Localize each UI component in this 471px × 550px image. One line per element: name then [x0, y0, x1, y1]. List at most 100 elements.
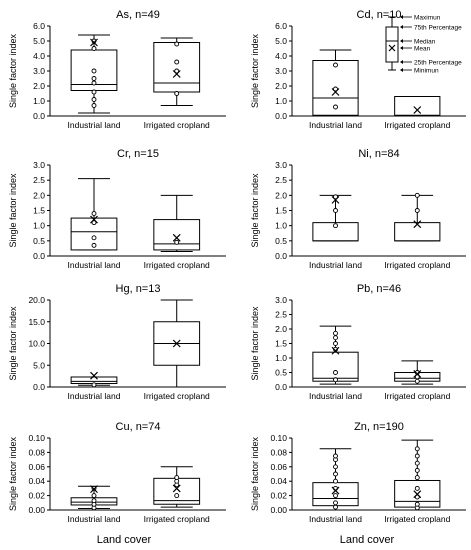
mean-stroke — [90, 38, 98, 47]
outlier-point — [333, 471, 338, 477]
panel-6: Cu, n=74 Single factor index 0.00 0.02 0.04 0… — [8, 421, 226, 524]
mean-stroke — [90, 371, 98, 380]
outlier-point — [174, 493, 180, 499]
y-tick-label: 0.04 — [270, 476, 287, 486]
y-axis-label: Single factor index — [250, 33, 260, 108]
box-industrial-land — [70, 178, 118, 251]
legend-arrow-head — [400, 68, 403, 72]
outlier-point — [414, 208, 420, 213]
box-industrial-land — [312, 194, 359, 242]
legend-arrow-head — [400, 15, 403, 19]
y-tick-label: 0.08 — [28, 447, 45, 457]
outlier-point — [414, 501, 420, 507]
legend-label: Median — [414, 39, 436, 46]
outlier-point — [91, 382, 97, 388]
y-tick-label: 20.0 — [28, 295, 45, 305]
y-tick-label: 1.0 — [275, 353, 287, 363]
x-tick-label: Irrigated cropland — [144, 514, 210, 524]
legend-arrow-head — [400, 39, 403, 43]
panel-title: Pb, n=46 — [357, 283, 401, 295]
outlier-point — [91, 103, 97, 108]
outlier-point — [414, 446, 420, 452]
outlier-point — [91, 493, 97, 499]
y-tick-label: 6.0 — [275, 21, 287, 31]
outlier-point — [333, 208, 338, 213]
y-tick-label: 2.0 — [33, 190, 45, 200]
outlier-point — [91, 76, 97, 81]
outlier-point — [91, 220, 97, 226]
y-axis-label: Single factor index — [8, 173, 18, 248]
y-axis-label: Single factor index — [8, 306, 18, 381]
mean-marker — [90, 485, 98, 494]
legend-box — [385, 26, 399, 63]
y-tick-label: 3.0 — [275, 66, 287, 76]
mean-stroke — [172, 484, 181, 493]
y-axis-label: Single factor index — [250, 306, 260, 381]
outlier-point — [414, 494, 420, 500]
y-axis-label: Single factor index — [8, 436, 18, 511]
outlier-point — [333, 464, 338, 470]
panel-1: Cd, n=10 Single factor index 0.0 1.0 2.0 3.0 4… — [250, 9, 466, 130]
y-tick-label: 0.08 — [270, 447, 287, 457]
mean-stroke — [413, 106, 422, 114]
iqr-box — [153, 219, 201, 251]
mean-stroke — [331, 195, 340, 204]
mean-marker — [331, 486, 340, 495]
mean-marker — [331, 88, 340, 96]
y-tick-label: 6.0 — [33, 21, 45, 31]
y-tick-label: 1.5 — [275, 206, 287, 216]
panel-title: Ni, n=84 — [358, 148, 399, 160]
outlier-point — [333, 62, 338, 68]
y-tick-label: 5.0 — [275, 36, 287, 46]
mean-stroke — [172, 339, 181, 348]
legend-label: Minimun — [414, 68, 439, 75]
outlier-point — [333, 370, 338, 375]
box-irrigated-cropland — [394, 439, 441, 511]
x-tick-label: Irrigated cropland — [144, 120, 210, 130]
outlier-point — [91, 211, 97, 216]
y-tick-label: 3.0 — [275, 295, 287, 305]
y-tick-label: 0.02 — [28, 491, 45, 501]
panel-5: Pb, n=46 Single factor index 0.0 0.5 1.0 1.5 2… — [250, 283, 466, 401]
outlier-point — [414, 475, 420, 481]
x-tick-label: Irrigated cropland — [384, 391, 450, 401]
x-tick-label: Irrigated cropland — [384, 260, 450, 270]
y-tick-label: 3.0 — [33, 66, 45, 76]
panel-3: Ni, n=84 Single factor index 0.0 0.5 1.0 1.5 2… — [250, 148, 466, 270]
panel-4: Hg, n=13 Single factor index 0.0 5.0 10.0 15.… — [8, 283, 226, 401]
y-tick-label: 0.0 — [275, 251, 287, 261]
box-irrigated-cropland — [394, 360, 441, 385]
y-tick-label: 0.5 — [275, 236, 287, 246]
x-tick-label: Industrial land — [309, 391, 362, 401]
box-industrial-land — [70, 371, 118, 388]
mean-marker — [331, 195, 340, 204]
mean-stroke — [172, 233, 181, 242]
xlabel-left: Land cover — [97, 534, 152, 546]
y-tick-label: 0.06 — [28, 462, 45, 472]
y-tick-label: 2.0 — [275, 324, 287, 334]
y-tick-label: 0.0 — [275, 111, 287, 121]
outlier-point — [174, 475, 180, 481]
y-tick-label: 0.10 — [28, 433, 45, 443]
iqr-box — [153, 42, 201, 93]
y-tick-label: 0.10 — [270, 433, 287, 443]
outlier-point — [333, 330, 338, 336]
box-irrigated-cropland — [153, 299, 201, 388]
outlier-point — [333, 453, 338, 459]
outlier-point — [91, 89, 97, 95]
legend-label: Maximun — [414, 15, 441, 22]
y-axis-label: Single factor index — [250, 173, 260, 248]
y-tick-label: 1.5 — [275, 339, 287, 349]
y-tick-label: 1.0 — [275, 221, 287, 231]
outlier-point — [91, 80, 97, 86]
legend-arrow-head — [400, 60, 403, 64]
x-tick-label: Industrial land — [309, 120, 362, 130]
x-tick-label: Irrigated cropland — [144, 260, 210, 270]
outlier-point — [414, 192, 420, 198]
y-tick-label: 0.00 — [270, 505, 287, 515]
outlier-point — [333, 504, 338, 510]
y-tick-label: 1.5 — [33, 206, 45, 216]
box-irrigated-cropland — [394, 192, 441, 242]
y-tick-label: 3.0 — [33, 160, 45, 170]
